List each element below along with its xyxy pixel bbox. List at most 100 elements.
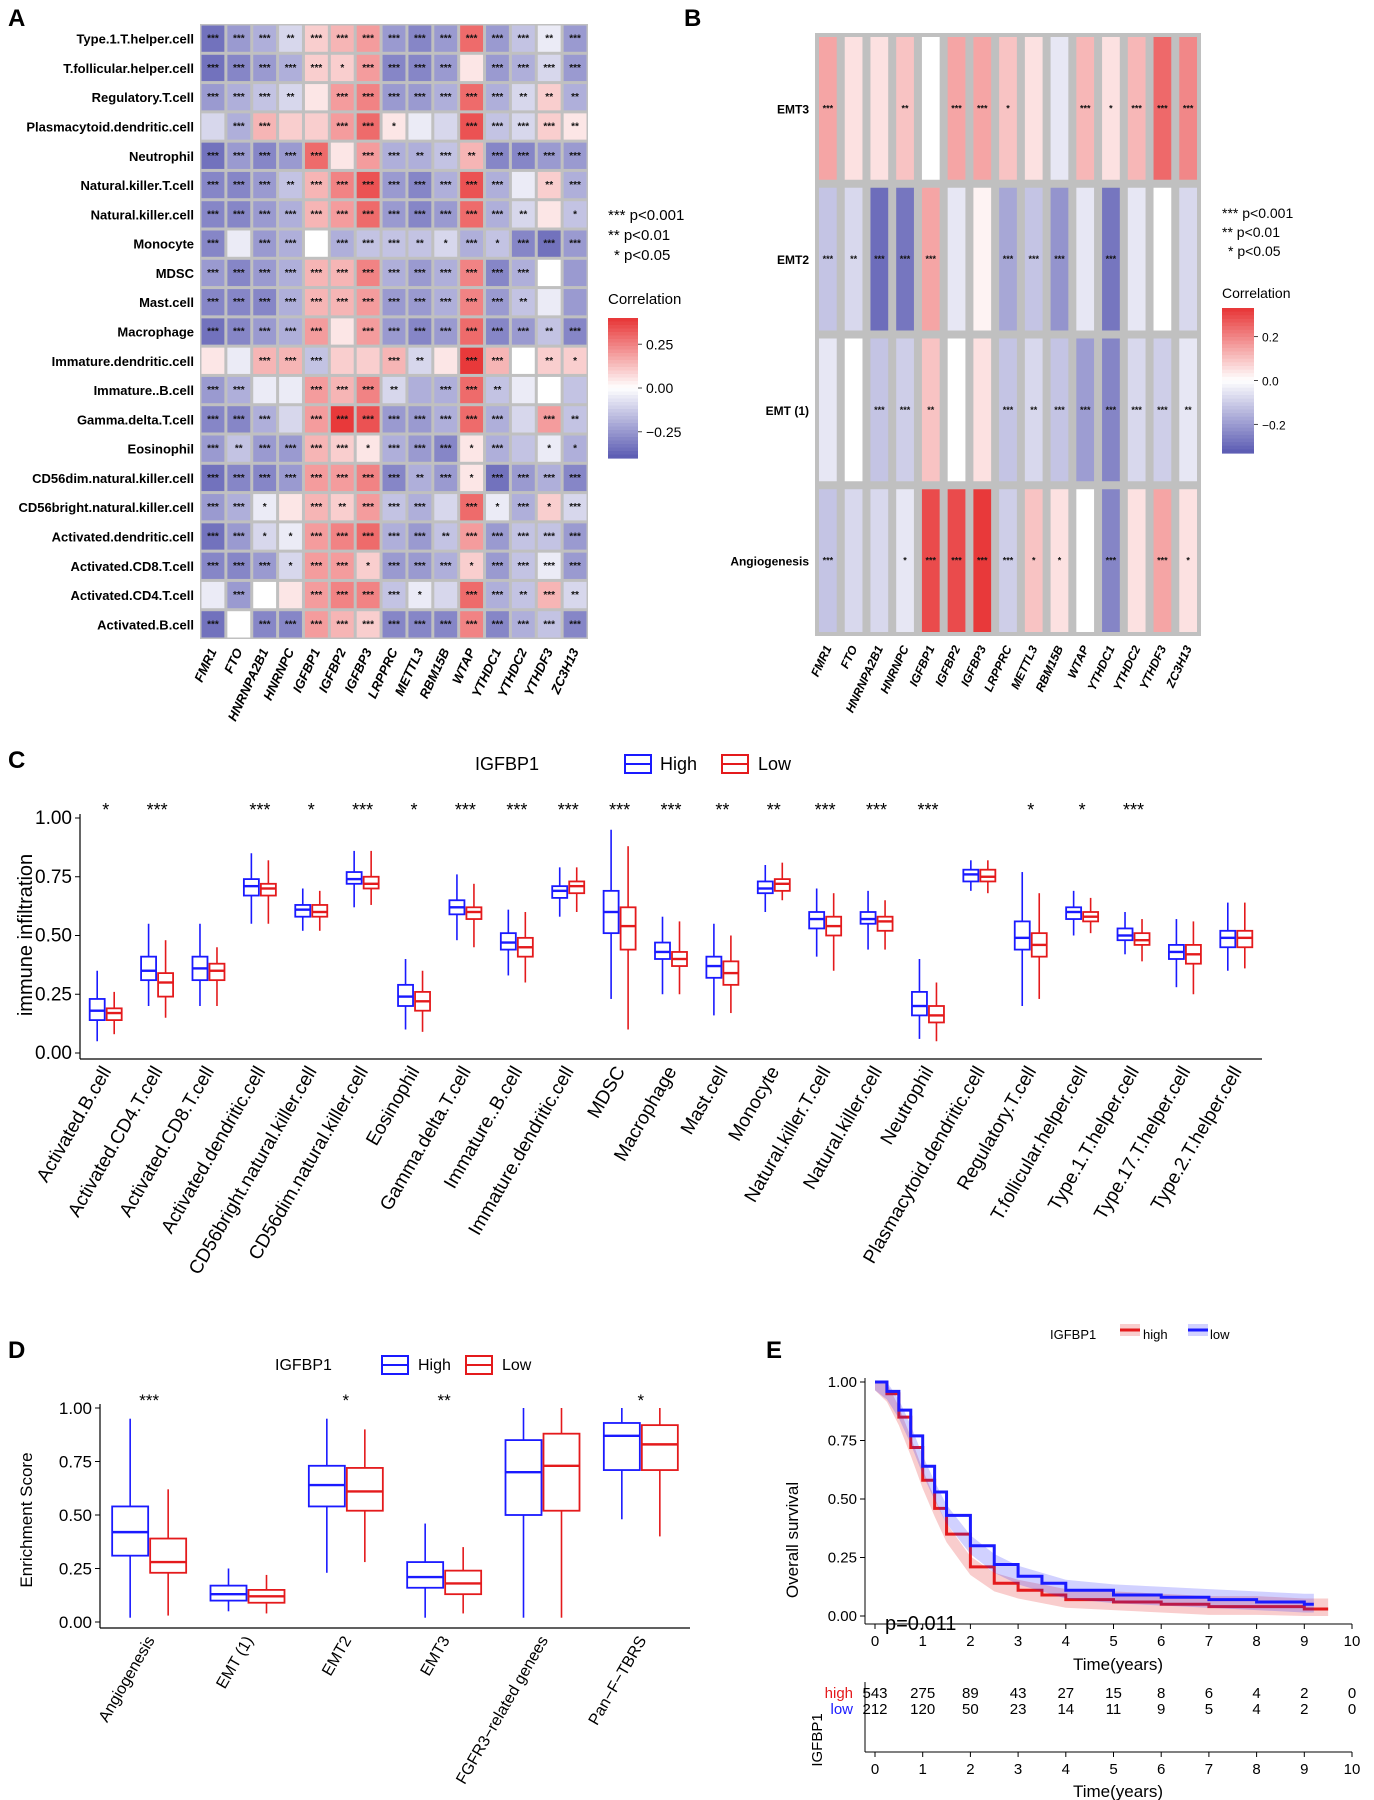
signif-stars: * <box>1006 103 1010 113</box>
signif-stars: *** <box>311 590 323 601</box>
heat-cell <box>279 494 302 521</box>
signif-stars: *** <box>466 532 478 543</box>
e-ylabel: Overall survival <box>783 1482 802 1598</box>
signif-stars: *** <box>823 254 834 264</box>
signif-stars: *** <box>823 556 834 566</box>
signif-stars: *** <box>259 414 271 425</box>
legend-c: IGFBP1 High Low <box>475 754 792 774</box>
signif-stars: *** <box>311 356 323 367</box>
signif-stars: *** <box>466 356 478 367</box>
heat-cell <box>201 494 225 521</box>
x-tick-label: 5 <box>1109 1633 1117 1650</box>
heat-cell <box>201 142 225 169</box>
colorbar-step <box>1222 427 1254 432</box>
heat-cell <box>486 201 509 228</box>
colorbar-step <box>1222 445 1254 450</box>
signif-stars: *** <box>414 180 426 191</box>
colorbar-tick-label: −0.25 <box>646 424 682 440</box>
heat-cell <box>356 171 380 199</box>
heat-cell <box>434 347 458 374</box>
heat-cell <box>1179 37 1197 180</box>
signif-stars: * <box>496 239 500 250</box>
risk-row-label: low <box>830 1701 853 1718</box>
signif-stars: *** <box>874 405 885 415</box>
heat-cell <box>253 611 277 638</box>
signif-stars: *** <box>362 151 374 162</box>
legend-e-high: high <box>1143 1327 1168 1342</box>
box-iqr <box>1013 920 1031 951</box>
heat-cell <box>563 406 587 433</box>
signif-stars: *** <box>336 34 348 45</box>
heat-cell <box>330 171 354 199</box>
signif-stars: * <box>470 561 474 572</box>
heat-cell <box>304 464 328 492</box>
heat-cell <box>227 376 251 404</box>
x-tick-label: 9 <box>1300 1633 1308 1650</box>
heat-cell <box>304 201 328 228</box>
heat-cell <box>537 464 561 492</box>
signif-stars: *** <box>466 209 478 220</box>
colorbar-step <box>1222 344 1254 349</box>
heat-cell <box>844 489 863 632</box>
signif-stars: *** <box>517 502 529 513</box>
heat-cell <box>1102 489 1120 632</box>
signif-stars: * <box>496 502 500 513</box>
heat-cell <box>330 376 354 404</box>
signif-stars: *** <box>285 327 297 338</box>
x-tick-label: 4 <box>1062 1633 1070 1650</box>
heat-cell <box>460 201 484 228</box>
signif-stars: ** <box>927 405 935 415</box>
heat-cell <box>563 318 587 345</box>
heat-cell <box>382 289 406 316</box>
sig-legend-a: *** p<0.001 ** p<0.01 * p<0.05 Correlati… <box>608 207 684 308</box>
category-label: FGFR3−related genees <box>453 1634 552 1788</box>
signif-stars: *** <box>362 297 374 308</box>
signif-stars: *** <box>311 502 323 513</box>
signif-stars: *** <box>388 356 400 367</box>
heat-cell <box>201 84 225 111</box>
heat-cell <box>382 376 406 404</box>
colorbar-step <box>608 391 638 396</box>
heat-cell <box>434 523 458 550</box>
signif-stars: *** <box>285 444 297 455</box>
ci-band <box>875 1382 1314 1613</box>
signif-stars: *** <box>388 327 400 338</box>
heat-cell <box>382 523 406 550</box>
colorbar-step <box>1222 413 1254 418</box>
heat-cell <box>460 318 484 345</box>
row-label: Plasmacytoid.dendritic.cell <box>26 120 194 135</box>
signif-stars: ** <box>1030 405 1038 415</box>
heat-cell <box>819 187 837 331</box>
x-tick-label: 3 <box>1014 1633 1022 1650</box>
colorbar-step <box>1222 366 1254 371</box>
heat-cell <box>201 25 225 52</box>
box-iqr <box>140 955 157 982</box>
heat-cell <box>511 406 535 433</box>
signif-stars: *** <box>414 444 426 455</box>
heat-cell <box>279 201 302 228</box>
heat-cell <box>408 523 432 550</box>
heat-cell <box>330 289 354 316</box>
colorbar-step <box>1222 337 1254 342</box>
heat-cell <box>382 464 406 492</box>
signif-label: * <box>1079 800 1086 820</box>
heat-cell <box>537 84 561 111</box>
risk-x-tick-label: 4 <box>1062 1761 1070 1778</box>
signif-stars: *** <box>388 239 400 250</box>
signif-stars: *** <box>414 327 426 338</box>
heat-cell <box>304 581 328 609</box>
category-label: EMT2 <box>319 1633 355 1679</box>
signif-stars: *** <box>492 122 504 133</box>
row-label: Regulatory.T.cell <box>92 90 194 105</box>
signif-stars: ** <box>416 473 424 484</box>
heat-cell <box>356 84 380 111</box>
signif-stars: *** <box>233 209 245 220</box>
heat-cell <box>330 113 354 140</box>
signif-stars: *** <box>362 532 374 543</box>
heat-cell <box>279 406 302 433</box>
colorbar-step <box>608 360 638 365</box>
signif-stars: *** <box>259 473 271 484</box>
heat-cell <box>253 54 277 82</box>
signif-stars: ** <box>571 590 579 601</box>
signif-stars: *** <box>440 619 452 630</box>
